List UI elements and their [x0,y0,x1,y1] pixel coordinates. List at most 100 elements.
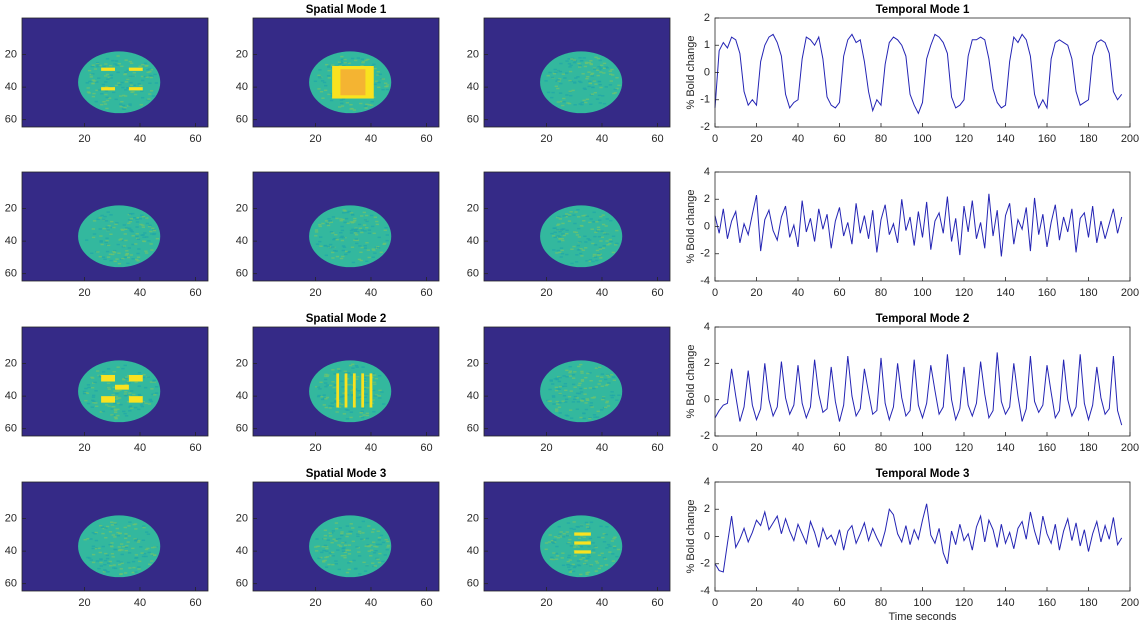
speckle [99,561,103,564]
y-tick-label: 0 [704,530,710,542]
speckle [137,568,141,570]
speckle [573,565,577,568]
speckle [104,93,108,96]
speckle [324,254,328,257]
speckle [573,386,577,388]
speckle [120,549,124,551]
y-tick-label: 40 [467,545,479,557]
speckle [131,212,135,215]
speckle [105,73,110,76]
speckle [599,215,603,218]
speckle [341,58,345,60]
speckle [550,541,555,543]
speckle [123,106,127,109]
x-tick-label: 200 [1121,133,1139,145]
speckle [584,101,588,104]
speckle [323,89,328,92]
speckle [365,375,369,378]
speckle [579,224,584,227]
speckle [373,83,377,86]
speckle [90,406,94,408]
speckle [354,234,359,236]
speckle [350,212,354,214]
speckle [120,562,124,565]
speckle [331,64,335,66]
speckle [334,400,338,402]
speckle [341,547,345,550]
speckle [127,247,131,249]
speckle [116,414,120,417]
speckle [361,520,365,523]
speckle [343,556,347,559]
speckle [601,223,606,226]
speckle [135,217,140,219]
speckle [333,237,337,240]
speckle [359,102,363,105]
speckle [590,73,594,76]
speckle [564,215,568,217]
speckle [119,561,123,563]
speckle [557,241,561,243]
y-axis-label: % Bold change [685,190,697,264]
speckle [120,100,124,103]
speckle [351,261,356,264]
speckle [557,215,561,218]
speckle [108,531,113,533]
speckle [328,552,332,554]
speckle [357,223,362,226]
speckle [373,67,377,70]
speckle [597,536,601,538]
speckle [367,550,371,552]
speckle [112,249,117,252]
speckle [578,57,582,59]
speckle [91,531,95,534]
speckle [334,522,339,524]
speckle [335,217,339,220]
speckle [125,250,129,252]
speckle [601,397,606,399]
speckle [575,397,579,399]
speckle [328,532,332,534]
speckle [113,402,117,405]
speckle [369,104,374,106]
speckle [360,231,364,234]
speckle [341,386,345,388]
speckle [124,59,128,61]
speckle [586,399,590,402]
speckle [337,406,342,408]
speckle [572,61,577,64]
speckle [143,386,148,389]
speckle [320,398,325,401]
speckle [113,408,117,411]
speckle [376,530,380,532]
speckle [546,74,550,77]
speckle [99,235,103,237]
speckle [318,225,322,228]
speckle [315,386,319,388]
speckle [593,91,597,94]
speckle [597,65,601,68]
speckle [95,63,100,65]
speckle [84,387,88,390]
speckle [561,564,566,567]
x-tick-label: 40 [596,287,608,299]
speckle [363,245,367,247]
x-tick-label: 40 [792,133,804,145]
x-tick-label: 60 [833,287,845,299]
speckle [579,391,584,393]
y-tick-label: 20 [467,49,479,61]
speckle [103,564,107,566]
speckle [379,534,384,537]
speckle [377,236,381,239]
speckle [377,536,382,539]
speckle [128,220,133,223]
speckle [146,547,150,550]
speckle [324,566,329,568]
speckle [118,532,122,535]
speckle [561,239,565,242]
y-tick-label: 20 [236,49,248,61]
speckle [152,232,157,235]
speckle [328,405,332,407]
speckle [103,559,108,562]
speckle [335,411,339,413]
